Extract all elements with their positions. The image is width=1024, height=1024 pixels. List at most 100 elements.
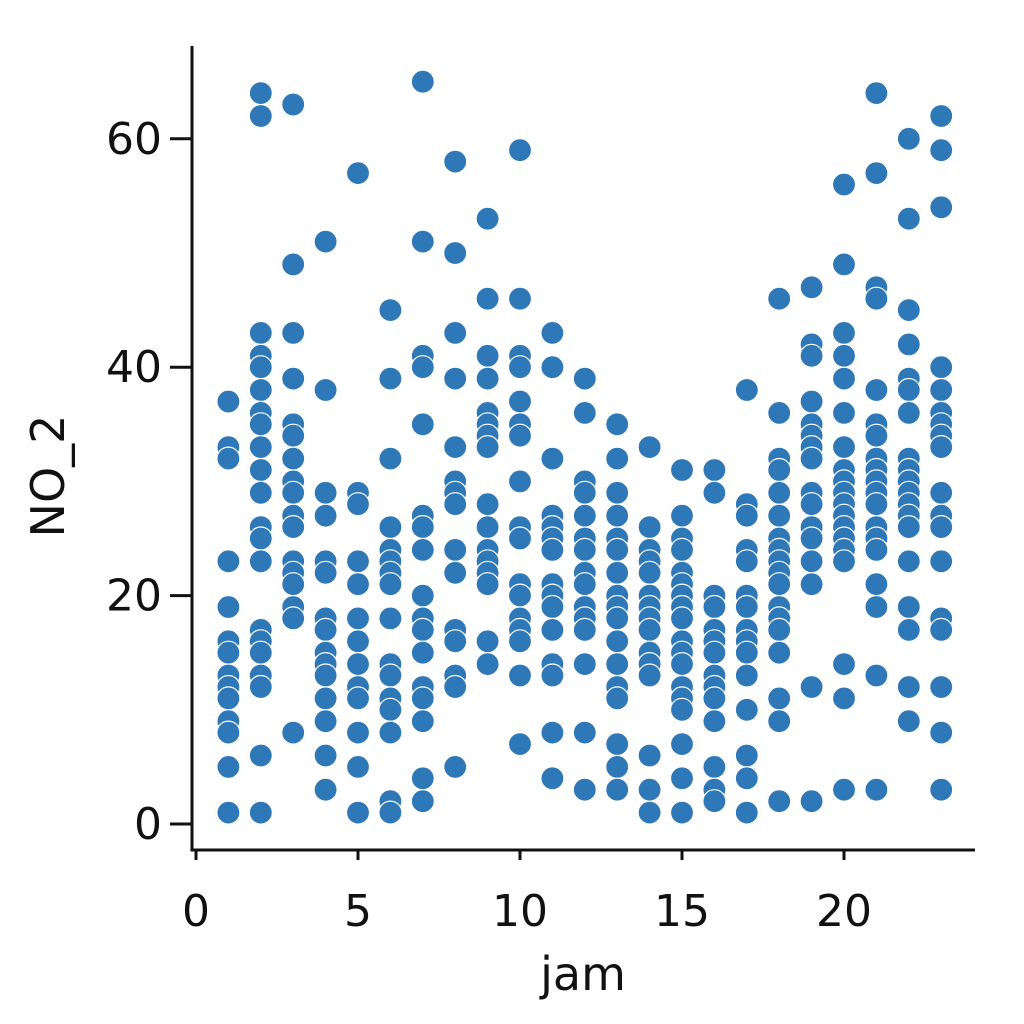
- scatter-point: [605, 777, 630, 802]
- y-axis-label: NO_2: [21, 415, 75, 538]
- scatter-point: [345, 651, 371, 677]
- scatter-point: [864, 423, 889, 448]
- scatter-point: [507, 469, 533, 494]
- scatter-point: [281, 252, 306, 277]
- scatter-point: [767, 400, 792, 425]
- scatter-point: [767, 709, 792, 734]
- scatter-point: [864, 492, 889, 517]
- scatter-point: [734, 594, 759, 620]
- scatter-point: [799, 446, 824, 471]
- scatter-point: [572, 777, 597, 802]
- scatter-point: [637, 514, 662, 540]
- scatter-point: [799, 526, 824, 551]
- scatter-point: [929, 549, 954, 574]
- scatter-point: [896, 298, 921, 323]
- scatter-point: [281, 446, 306, 471]
- scatter-point: [281, 514, 306, 540]
- scatter-point: [313, 709, 338, 734]
- scatter-point: [345, 754, 371, 780]
- scatter-point: [216, 549, 241, 574]
- scatter-point: [864, 377, 889, 403]
- scatter-point: [831, 366, 857, 391]
- scatter-point: [637, 743, 662, 768]
- scatter-point: [443, 629, 468, 654]
- scatter-point: [248, 435, 273, 460]
- scatter-point: [734, 766, 759, 791]
- scatter-point: [864, 777, 889, 802]
- y-tick-label: 60: [106, 114, 162, 165]
- x-tick-label: 15: [654, 886, 710, 937]
- scatter-point: [507, 286, 533, 311]
- scatter-point: [378, 606, 403, 631]
- scatter-point: [605, 503, 630, 528]
- scatter-point: [767, 572, 792, 597]
- scatter-point: [248, 743, 273, 768]
- scatter-point: [378, 720, 403, 745]
- scatter-point: [345, 161, 371, 186]
- y-tick-label: 20: [106, 571, 162, 622]
- scatter-point: [507, 526, 533, 551]
- scatter-point: [345, 572, 371, 597]
- scatter-point: [929, 674, 954, 700]
- scatter-point: [410, 766, 435, 791]
- scatter-point: [831, 549, 857, 574]
- y-tick-label: 0: [134, 799, 162, 850]
- scatter-point: [605, 651, 630, 677]
- scatter-point: [637, 663, 662, 688]
- scatter-point: [799, 549, 824, 574]
- scatter-point: [572, 720, 597, 745]
- scatter-point: [475, 492, 500, 517]
- scatter-point: [702, 640, 727, 665]
- scatter-point: [345, 720, 371, 745]
- x-tick-label: 0: [182, 886, 210, 937]
- scatter-point: [929, 777, 954, 802]
- scatter-point: [313, 377, 338, 403]
- scatter-point: [475, 435, 500, 460]
- scatter-point: [572, 572, 597, 597]
- scatter-point: [507, 423, 533, 448]
- scatter-point: [248, 80, 273, 106]
- scatter-point: [216, 720, 241, 745]
- scatter-point: [929, 195, 954, 220]
- scatter-point: [507, 583, 533, 608]
- scatter-point: [313, 480, 338, 505]
- scatter-point: [248, 640, 273, 665]
- scatter-point: [669, 651, 695, 677]
- scatter-point: [572, 366, 597, 391]
- scatter-point: [734, 377, 759, 403]
- scatter-point: [929, 435, 954, 460]
- points-layer: [216, 69, 954, 825]
- scatter-point: [734, 640, 759, 665]
- scatter-point: [605, 537, 630, 563]
- scatter-point: [864, 286, 889, 311]
- scatter-point: [378, 298, 403, 323]
- scatter-point: [345, 629, 371, 654]
- scatter-point: [475, 514, 500, 540]
- scatter-point: [896, 126, 921, 151]
- scatter-point: [443, 320, 468, 345]
- scatter-point: [313, 777, 338, 802]
- x-tick-label: 20: [816, 886, 872, 937]
- scatter-point: [929, 480, 954, 505]
- scatter-point: [410, 789, 435, 814]
- scatter-point: [767, 686, 792, 711]
- scatter-point: [929, 514, 954, 540]
- scatter-point: [767, 480, 792, 505]
- scatter-point: [929, 103, 954, 129]
- scatter-point: [281, 320, 306, 345]
- scatter-point: [767, 617, 792, 643]
- scatter-point: [605, 731, 630, 757]
- scatter-point: [507, 138, 533, 163]
- scatter-point: [410, 686, 435, 711]
- scatter-point: [216, 446, 241, 471]
- scatter-point: [248, 103, 273, 129]
- scatter-point: [929, 617, 954, 643]
- scatter-point: [702, 709, 727, 734]
- x-axis-label: jam: [539, 947, 626, 1001]
- scatter-point: [831, 651, 857, 677]
- scatter-point: [313, 503, 338, 528]
- scatter-point: [475, 286, 500, 311]
- scatter-point: [734, 743, 759, 768]
